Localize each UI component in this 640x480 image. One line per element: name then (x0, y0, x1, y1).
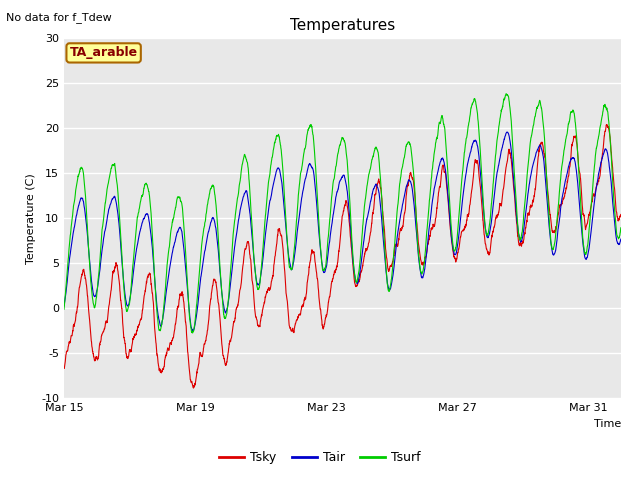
Text: No data for f_Tdew: No data for f_Tdew (6, 12, 112, 23)
Legend: Tsky, Tair, Tsurf: Tsky, Tair, Tsurf (214, 446, 426, 469)
Y-axis label: Temperature (C): Temperature (C) (26, 173, 36, 264)
X-axis label: Time: Time (593, 419, 621, 429)
Title: Temperatures: Temperatures (290, 18, 395, 33)
Text: TA_arable: TA_arable (70, 47, 138, 60)
